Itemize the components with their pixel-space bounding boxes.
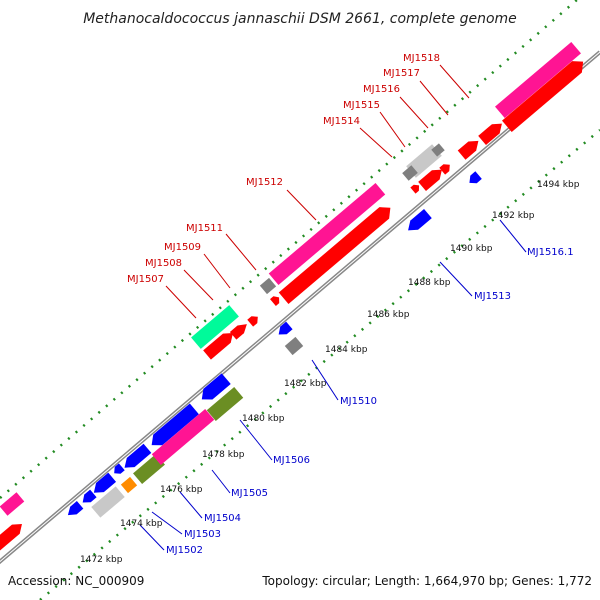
gene-block[interactable]	[418, 165, 446, 191]
gene-block[interactable]	[133, 453, 165, 485]
kbp-tick: 1486 kbp	[367, 310, 410, 320]
kbp-tick: 1484 kbp	[325, 345, 368, 355]
reverse-gene-labels: MJ1502 MJ1503 MJ1504 MJ1505 MJ1506 MJ151…	[166, 247, 574, 556]
forward-gene-labels: MJ1507 MJ1508 MJ1509 MJ1511 MJ1512 MJ151…	[127, 53, 440, 285]
outer-dotted-ruler	[0, 0, 579, 499]
genome-summary-text: Topology: circular; Length: 1,664,970 bp…	[261, 574, 592, 588]
label-leader-line	[179, 491, 203, 519]
gene-block[interactable]	[120, 476, 138, 494]
gene-label[interactable]: MJ1504	[204, 513, 241, 524]
label-leader-line	[151, 511, 183, 535]
kbp-tick: 1482 kbp	[284, 379, 327, 389]
gene-block[interactable]	[111, 463, 125, 476]
gene-block[interactable]	[259, 277, 277, 295]
label-leader-line	[419, 80, 449, 116]
gene-label[interactable]: MJ1511	[186, 223, 223, 234]
label-leader-line	[286, 189, 317, 221]
gene-block[interactable]	[502, 56, 588, 133]
inner-dotted-ruler	[39, 129, 600, 600]
gene-label[interactable]: MJ1502	[166, 545, 203, 556]
gene-label[interactable]: MJ1513	[474, 291, 511, 302]
gene-block[interactable]	[197, 373, 231, 404]
gene-label[interactable]: MJ1507	[127, 274, 164, 285]
gene-label[interactable]: MJ1510	[340, 396, 377, 407]
gene-block[interactable]	[121, 443, 152, 473]
kbp-tick: 1476 kbp	[160, 485, 203, 495]
genome-backbone-highlight	[0, 51, 600, 563]
gene-label[interactable]: MJ1518	[403, 53, 440, 64]
gene-block[interactable]	[151, 409, 215, 465]
label-leader-line	[165, 285, 197, 319]
gene-block[interactable]	[229, 320, 250, 340]
gene-label[interactable]: MJ1505	[231, 488, 268, 499]
kbp-ticks: 1472 kbp 1474 kbp 1476 kbp 1478 kbp 1480…	[80, 180, 580, 565]
gene-block[interactable]	[206, 387, 244, 421]
gene-block[interactable]	[0, 519, 26, 551]
kbp-tick: 1472 kbp	[80, 555, 123, 565]
accession-text: Accession: NC_000909	[8, 574, 144, 588]
gene-label[interactable]: MJ1517	[383, 68, 420, 79]
kbp-tick: 1478 kbp	[202, 450, 245, 460]
gene-block[interactable]	[0, 492, 25, 516]
kbp-tick: 1494 kbp	[537, 180, 580, 190]
gene-block[interactable]	[439, 161, 452, 175]
gene-block[interactable]	[495, 41, 581, 119]
gene-features	[0, 41, 588, 551]
label-leader-line	[211, 469, 231, 494]
gene-block[interactable]	[284, 336, 304, 356]
label-leader-line	[359, 127, 393, 158]
kbp-tick: 1488 kbp	[408, 278, 451, 288]
gene-block[interactable]	[275, 321, 293, 339]
gene-block[interactable]	[278, 202, 395, 304]
gene-label[interactable]: MJ1514	[323, 116, 360, 127]
gene-block[interactable]	[402, 165, 418, 181]
gene-block[interactable]	[404, 209, 432, 235]
label-leader-line	[379, 111, 406, 148]
label-leader-line	[311, 359, 339, 401]
gene-block[interactable]	[90, 472, 117, 498]
gene-block[interactable]	[79, 489, 97, 507]
gene-label[interactable]: MJ1515	[343, 100, 380, 111]
gene-label[interactable]: MJ1512	[246, 177, 283, 188]
label-leader-line	[439, 64, 470, 99]
gene-block[interactable]	[457, 136, 483, 160]
gene-label[interactable]: MJ1508	[145, 258, 182, 269]
label-leader-line	[499, 219, 527, 253]
gene-block[interactable]	[191, 305, 239, 349]
gene-label[interactable]: MJ1503	[184, 529, 221, 540]
gene-block[interactable]	[268, 183, 386, 285]
gene-label[interactable]: MJ1516.1	[527, 247, 574, 258]
label-leader-line	[203, 253, 231, 289]
map-title: Methanocaldococcus jannaschii DSM 2661, …	[83, 11, 517, 27]
label-leader-line	[239, 419, 273, 461]
gene-block[interactable]	[478, 119, 506, 145]
gene-block[interactable]	[65, 501, 84, 519]
gene-block[interactable]	[406, 144, 442, 178]
label-leader-line	[399, 96, 429, 129]
gene-block[interactable]	[91, 486, 125, 518]
gene-block[interactable]	[270, 294, 282, 307]
label-leader-line	[139, 524, 165, 551]
gene-block[interactable]	[247, 313, 260, 327]
kbp-tick: 1492 kbp	[492, 211, 535, 221]
label-leader-line	[439, 261, 473, 297]
label-leader-line	[183, 269, 214, 301]
gene-label[interactable]: MJ1506	[273, 455, 310, 466]
label-leader-line	[225, 233, 257, 271]
label-leaders	[139, 64, 527, 551]
gene-label[interactable]: MJ1516	[363, 84, 400, 95]
gene-block[interactable]	[466, 171, 482, 186]
kbp-tick: 1474 kbp	[120, 519, 163, 529]
gene-block[interactable]	[410, 182, 421, 194]
kbp-tick: 1490 kbp	[450, 244, 493, 254]
gene-block[interactable]	[431, 143, 445, 157]
gene-block[interactable]	[203, 328, 237, 360]
kbp-tick: 1480 kbp	[242, 414, 285, 424]
gene-label[interactable]: MJ1509	[164, 242, 201, 253]
gene-block[interactable]	[147, 403, 199, 451]
